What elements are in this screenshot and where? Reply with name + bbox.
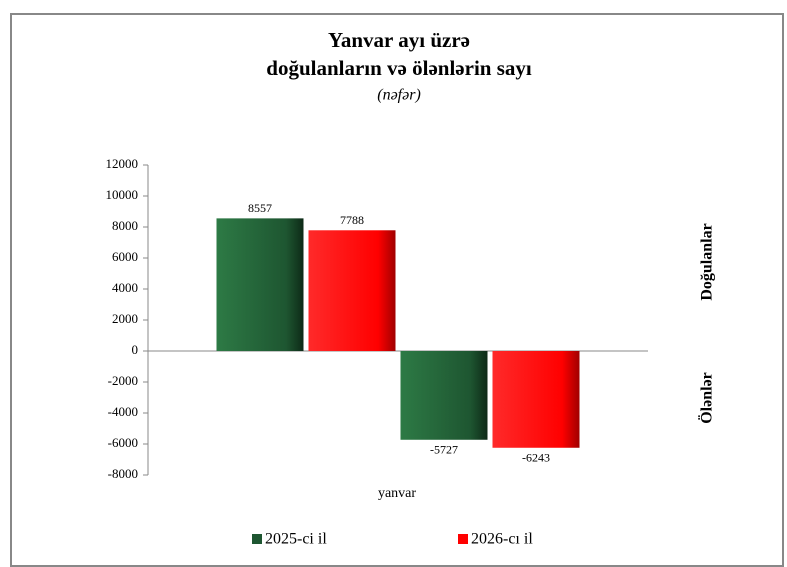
value-label: 7788 <box>340 213 364 227</box>
annotation: Doğulanlar <box>699 223 716 300</box>
y-tick-label: -4000 <box>108 404 138 419</box>
bar <box>308 230 396 351</box>
legend-swatch <box>252 534 262 544</box>
value-label: -6243 <box>522 451 550 465</box>
chart-title: Yanvar ayı üzrə <box>328 28 470 52</box>
chart-subtitle: doğulanların və ölənlərin sayı <box>266 56 532 80</box>
bar <box>400 351 488 440</box>
bar <box>492 351 580 448</box>
frame <box>10 13 784 567</box>
legend-label: 2025-ci il <box>265 531 327 548</box>
y-tick-label: 12000 <box>106 156 139 171</box>
value-label: -5727 <box>430 443 458 457</box>
y-tick-label: -6000 <box>108 435 138 450</box>
y-tick-label: 6000 <box>112 249 138 264</box>
y-tick-label: -8000 <box>108 466 138 481</box>
legend-label: 2026-cı il <box>471 531 533 548</box>
y-tick-label: -2000 <box>108 373 138 388</box>
y-tick-label: 8000 <box>112 218 138 233</box>
value-label: 8557 <box>248 201 272 215</box>
unit-label: (nəfər) <box>377 87 421 104</box>
y-tick-label: 10000 <box>106 187 139 202</box>
legend-swatch <box>458 534 468 544</box>
y-tick-label: 4000 <box>112 280 138 295</box>
y-tick-label: 0 <box>132 342 139 357</box>
y-tick-label: 2000 <box>112 311 138 326</box>
bar <box>216 218 304 351</box>
x-axis-label: yanvar <box>378 486 416 501</box>
annotation: Ölənlər <box>698 372 716 424</box>
